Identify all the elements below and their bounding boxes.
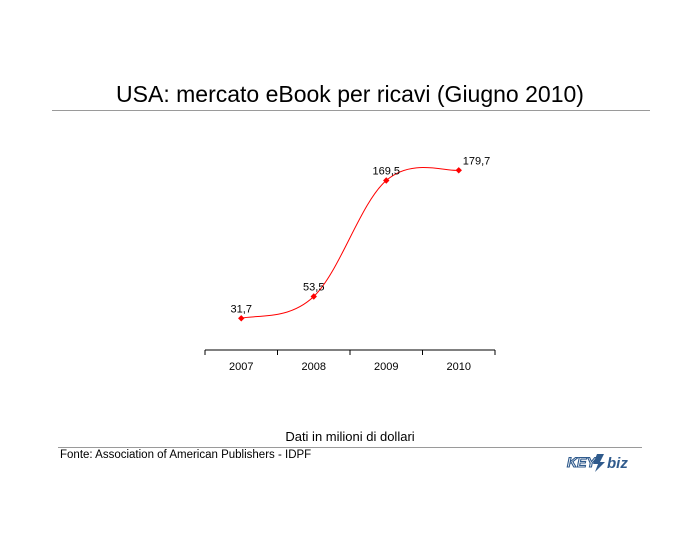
source-note: Fonte: Association of American Publisher…	[60, 449, 312, 461]
data-label: 31,7	[231, 303, 252, 315]
units-note: Dati in milioni di dollari	[285, 429, 415, 444]
key4biz-logo-icon: KEY biz	[566, 453, 628, 472]
data-label: 53,5	[303, 282, 324, 294]
x-tick-label: 2007	[229, 361, 253, 373]
data-point	[383, 177, 390, 184]
data-label: 169,5	[372, 166, 400, 178]
data-point	[310, 293, 317, 300]
x-tick-label: 2008	[302, 361, 326, 373]
data-label: 179,7	[463, 155, 491, 167]
footer-divider	[58, 447, 642, 448]
x-tick-label: 2009	[374, 361, 398, 373]
page-title: USA: mercato eBook per ricavi (Giugno 20…	[116, 81, 584, 107]
series-line	[241, 167, 459, 319]
title-divider	[52, 110, 650, 111]
data-point	[455, 167, 462, 174]
data-point	[238, 315, 245, 322]
svg-text:KEY: KEY	[567, 454, 597, 470]
x-tick-label: 2010	[447, 361, 471, 373]
svg-text:biz: biz	[607, 455, 628, 472]
